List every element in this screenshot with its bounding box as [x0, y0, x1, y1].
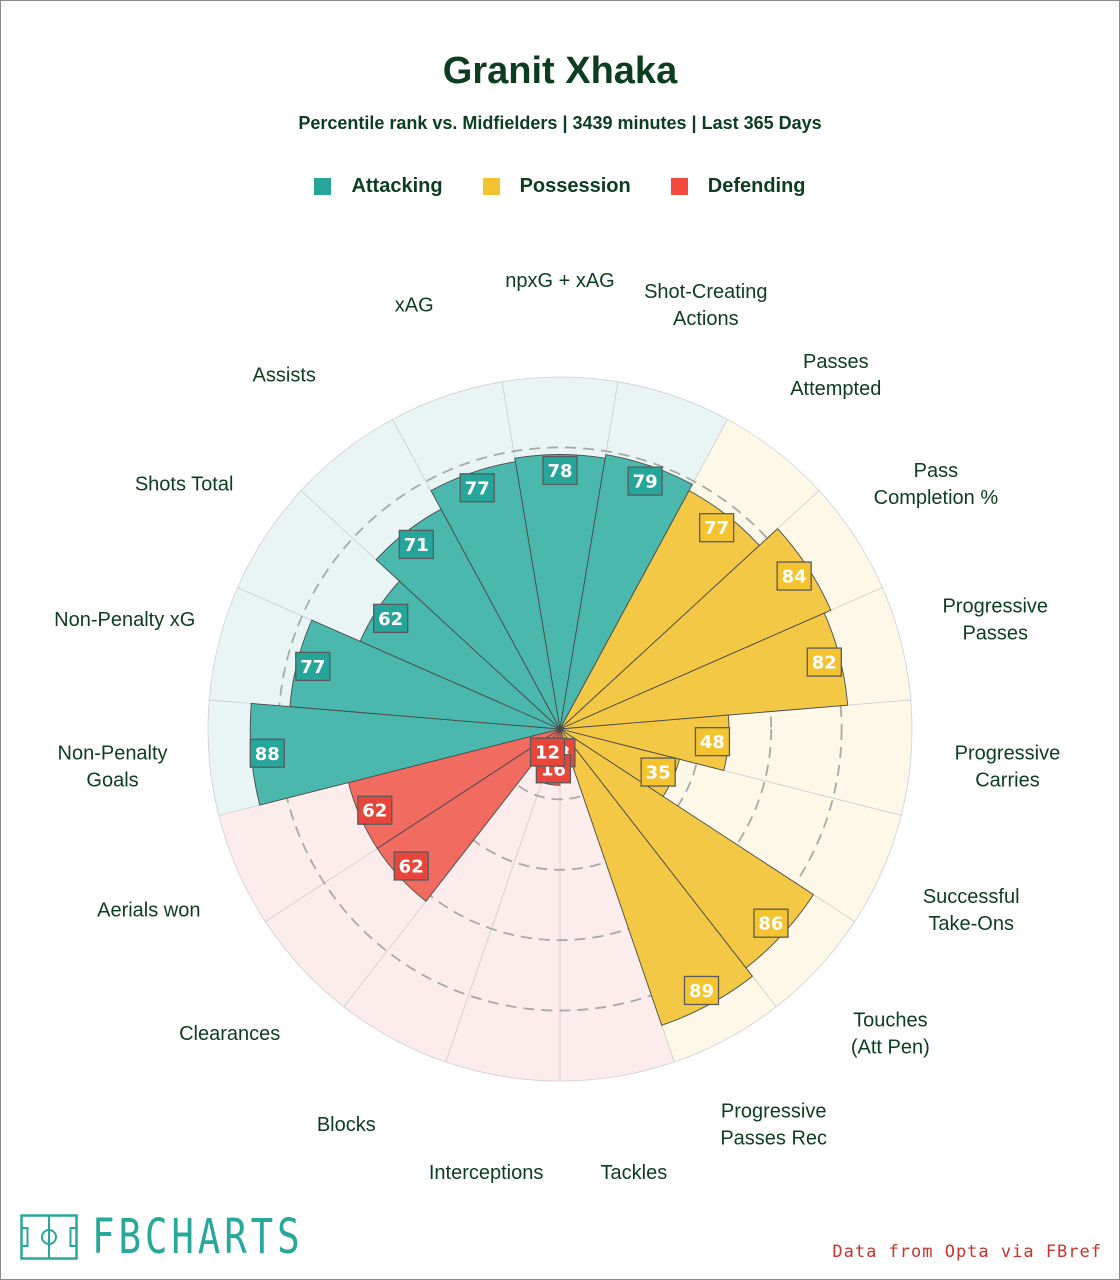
value-label-successful-take-ons: 35	[640, 757, 676, 787]
category-labels: npxG + xAG Shot-Creating Actions Passes Atte…	[54, 270, 1060, 1184]
value-label-passes-attempted: 77	[698, 513, 735, 543]
value-labels: 7879778482483586898161262628877627177	[249, 455, 842, 1006]
value-text: 84	[782, 567, 807, 588]
value-text: 79	[633, 472, 658, 493]
value-label-clearances: 62	[393, 851, 429, 881]
legend-item-defending: Defending	[670, 175, 806, 198]
legend-swatch-possession	[482, 178, 500, 195]
value-label-progressive-passes: 82	[806, 647, 842, 677]
value-box	[295, 651, 331, 682]
value-box	[753, 908, 789, 938]
legend-label-defending: Defending	[707, 175, 806, 197]
value-label-shots-total: 62	[373, 603, 409, 634]
category-label-pass-completion: Pass Completion %	[874, 460, 999, 509]
value-box	[776, 561, 812, 591]
value-box	[529, 737, 566, 767]
legend-swatch-defending	[670, 178, 688, 195]
legend-item-possession: Possession	[482, 175, 631, 198]
value-text: 35	[646, 763, 671, 784]
value-box	[393, 851, 429, 881]
value-label-assists: 71	[398, 529, 434, 560]
bar-xag	[430, 461, 561, 730]
value-box	[640, 757, 676, 787]
category-label-touches-att-pen: Touches (Att Pen)	[851, 1010, 930, 1059]
category-label-shot-creating-actions: Shot-Creating Actions	[644, 281, 767, 330]
category-label-shots-total: Shots Total	[135, 473, 234, 495]
category-label-aerials-won: Aerials won	[97, 899, 200, 921]
value-text: 89	[689, 981, 714, 1002]
value-label-aerials-won: 62	[357, 795, 393, 825]
value-box	[627, 466, 663, 496]
value-label-touches-att-pen: 86	[753, 908, 789, 938]
value-text: 62	[378, 609, 403, 630]
chart-title: Granit Xhaka	[442, 50, 678, 92]
value-text: 71	[404, 535, 429, 556]
fbcharts-logo: FBCHARTS	[20, 1213, 363, 1261]
value-text: 86	[758, 914, 783, 935]
value-text: 62	[399, 856, 424, 877]
value-label-progressive-carries: 48	[694, 726, 731, 757]
bars	[249, 454, 849, 1026]
value-box	[694, 726, 731, 757]
legend-label-possession: Possession	[519, 175, 631, 197]
value-box	[683, 975, 720, 1006]
value-box	[398, 529, 434, 560]
category-label-progressive-passes: Progressive Passes	[942, 595, 1048, 644]
category-label-progressive-passes-rec: Progressive Passes Rec	[720, 1100, 827, 1149]
category-label-non-penalty-xg: Non-Penalty xG	[54, 609, 195, 631]
value-label-progressive-passes-rec: 89	[683, 975, 720, 1006]
data-source: Data from Opta via FBref	[832, 1242, 1102, 1262]
category-label-xag: xAG	[395, 294, 434, 316]
category-label-blocks: Blocks	[317, 1114, 376, 1136]
category-label-non-penalty-goals: Non-Penalty Goals	[58, 743, 168, 792]
chart-subtitle: Percentile rank vs. Midfielders | 3439 m…	[298, 113, 822, 133]
value-box	[373, 603, 409, 634]
legend-label-attacking: Attacking	[351, 175, 443, 197]
category-label-tackles: Tackles	[601, 1162, 668, 1184]
category-label-npxg-xag: npxG + xAG	[505, 270, 615, 292]
value-box	[249, 738, 285, 768]
category-label-interceptions: Interceptions	[429, 1162, 544, 1184]
value-label-non-penalty-xg: 77	[295, 651, 331, 682]
category-label-clearances: Clearances	[179, 1023, 280, 1045]
value-box	[542, 455, 578, 486]
legend: Attacking Possession Defending	[0, 175, 1120, 198]
category-label-passes-attempted: Passes Attempted	[790, 351, 881, 400]
value-label-shot-creating-actions: 79	[627, 466, 663, 496]
value-box	[459, 473, 495, 503]
value-text: 62	[362, 801, 387, 822]
value-text: 88	[255, 744, 280, 765]
value-label-non-penalty-goals: 88	[249, 738, 285, 768]
value-box	[806, 647, 842, 677]
category-label-successful-take-ons: Successful Take-Ons	[923, 886, 1020, 935]
value-text: 48	[700, 732, 725, 753]
category-label-progressive-carries: Progressive Carries	[955, 743, 1061, 792]
value-label-blocks: 12	[529, 737, 566, 767]
value-label-xag: 77	[459, 473, 495, 503]
logo-text: FBCHARTS	[92, 1209, 304, 1265]
category-label-assists: Assists	[253, 365, 316, 387]
polar-chart: 7879778482483586898161262628877627177 np…	[54, 270, 1060, 1184]
value-text: 12	[535, 743, 560, 764]
value-text: 82	[812, 653, 837, 674]
value-label-npxg-xag: 78	[542, 455, 578, 486]
value-text: 77	[704, 518, 729, 539]
value-text: 77	[465, 478, 490, 499]
legend-swatch-attacking	[314, 178, 332, 195]
pitch-icon	[20, 1214, 78, 1260]
value-text: 77	[300, 657, 325, 678]
value-box	[357, 795, 393, 825]
value-label-pass-completion: 84	[776, 561, 812, 591]
value-box	[698, 513, 735, 543]
bar-shot-creating-actions	[559, 454, 693, 730]
legend-item-attacking: Attacking	[314, 175, 443, 198]
value-text: 78	[547, 461, 572, 482]
